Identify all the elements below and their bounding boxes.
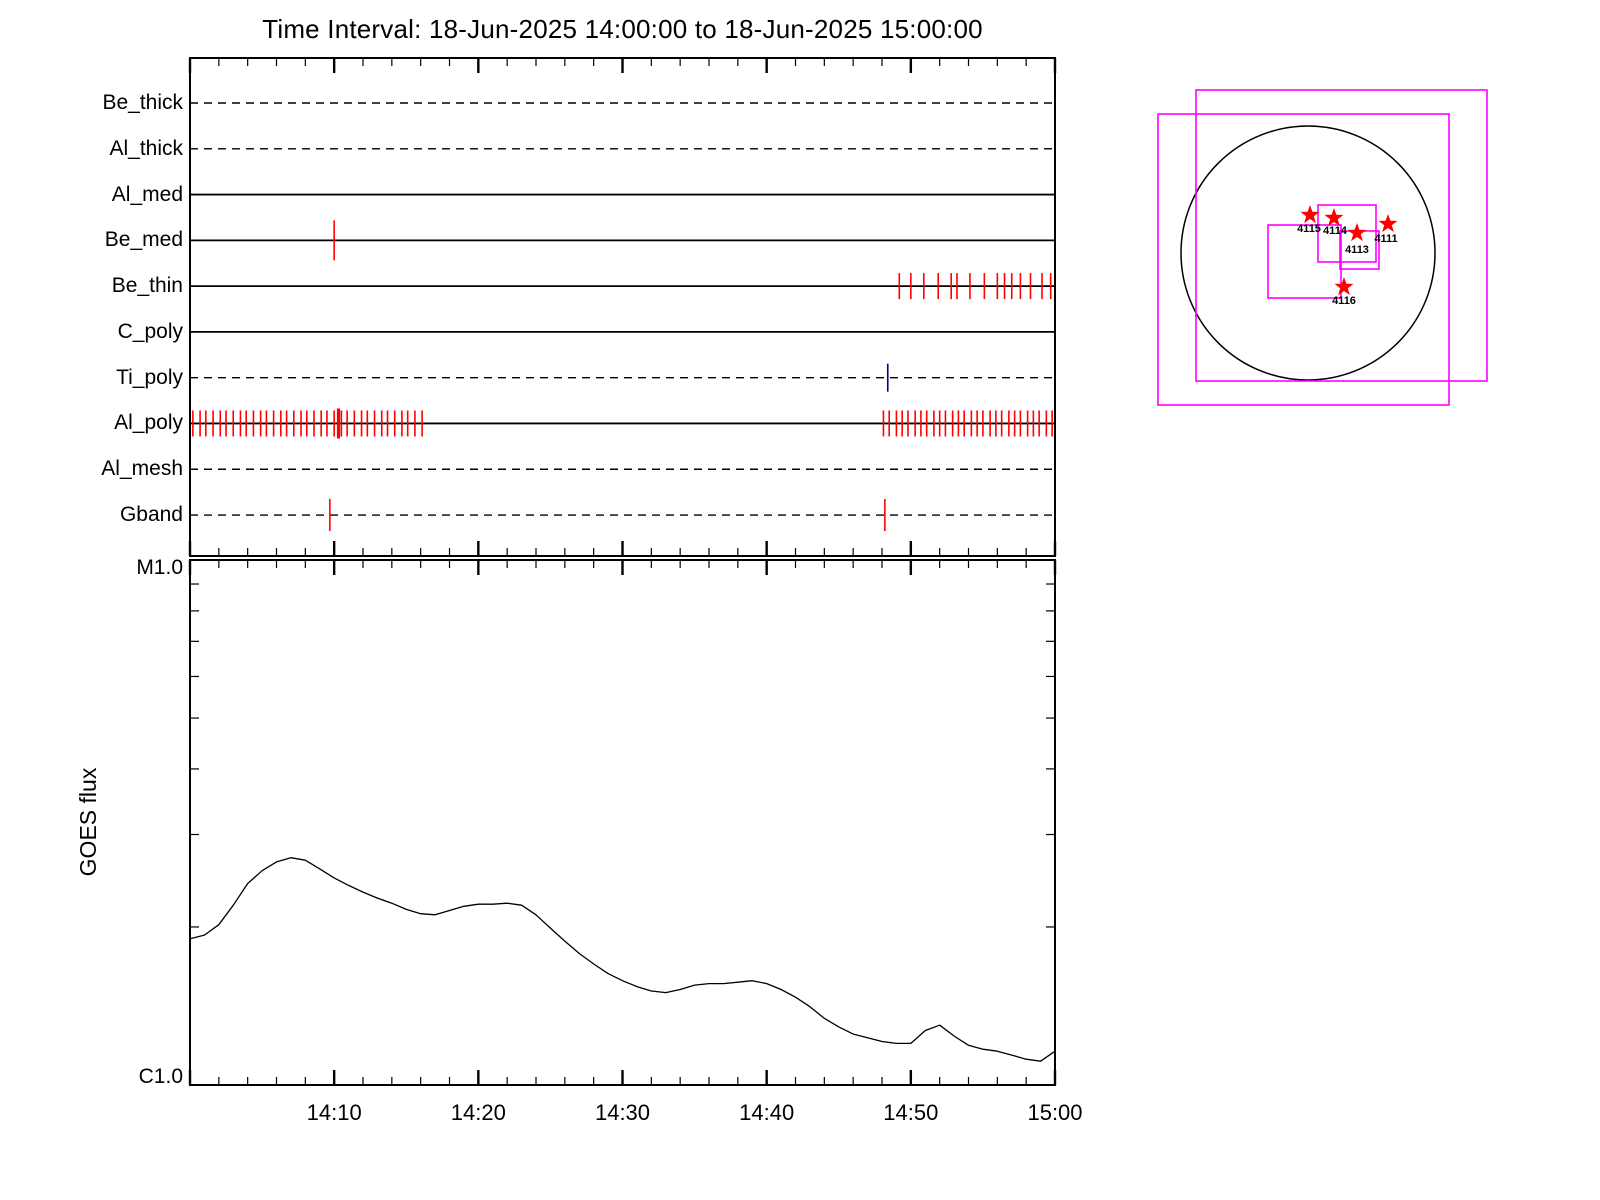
fov-box: [1157, 113, 1450, 406]
goes-ymin-label: C1.0: [138, 1065, 183, 1088]
plot-title: Time Interval: 18-Jun-2025 14:00:00 to 1…: [262, 14, 983, 44]
filter-label-be-med: Be_med: [104, 228, 183, 252]
filter-label-be-thick: Be_thick: [102, 91, 183, 114]
xtick-label-14-20: 14:20: [450, 1100, 506, 1125]
filter-label-al-med: Al_med: [111, 182, 183, 206]
active-region-label-4113: 4113: [1345, 244, 1369, 256]
xtick-label-15-00: 15:00: [1027, 1100, 1083, 1125]
active-region-label-4116: 4116: [1332, 295, 1356, 307]
timeline-panel-border: [189, 57, 1056, 557]
filter-label-ti-poly: Ti_poly: [116, 365, 183, 389]
goes-y-axis-title: GOES flux: [75, 767, 101, 877]
filter-label-c-poly: C_poly: [117, 319, 183, 343]
active-region-label-4111: 4111: [1374, 233, 1398, 245]
goes-panel-border: [189, 559, 1056, 1086]
goes-ymax-label: M1.0: [136, 556, 183, 579]
xtick-label-14-40: 14:40: [739, 1100, 795, 1125]
active-region-label-4115: 4115: [1297, 223, 1321, 235]
filter-label-al-thick: Al_thick: [109, 136, 183, 160]
solar-disk: [1180, 125, 1436, 381]
fov-box: [1317, 204, 1377, 263]
active-region-label-4114: 4114: [1323, 225, 1347, 237]
goes-flux-curve: [189, 857, 1056, 1062]
active-region-star-4115: [1300, 205, 1320, 224]
filter-label-al-mesh: Al_mesh: [101, 457, 183, 481]
active-region-star-4114: [1324, 208, 1344, 227]
xtick-label-14-30: 14:30: [594, 1100, 651, 1125]
xtick-label-14-10: 14:10: [306, 1100, 362, 1125]
filter-label-gband: Gband: [119, 503, 183, 527]
filter-label-al-poly: Al_poly: [114, 411, 183, 435]
active-region-star-4116: [1334, 277, 1354, 296]
xtick-label-14-50: 14:50: [883, 1100, 939, 1125]
filter-label-be-thin: Be_thin: [111, 274, 183, 298]
active-region-star-4111: [1378, 214, 1398, 233]
active-region-star-4113: [1347, 223, 1367, 242]
fov-box: [1195, 89, 1488, 382]
